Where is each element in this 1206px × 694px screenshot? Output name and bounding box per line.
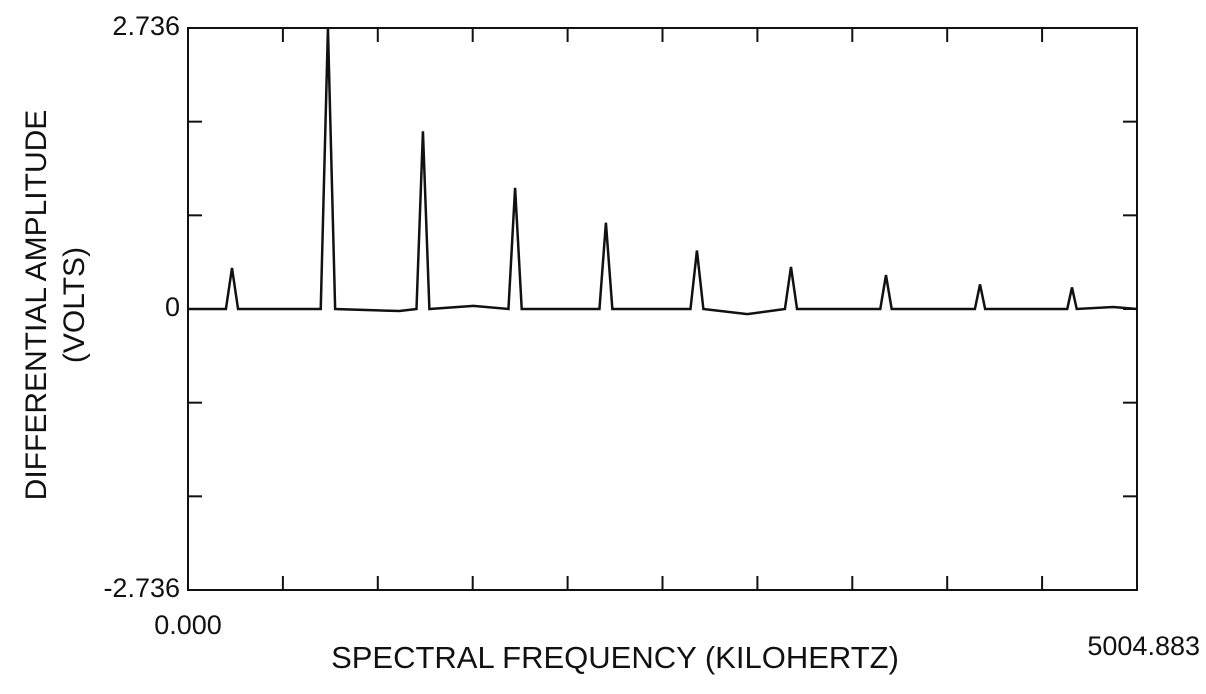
- y-tick-label: -2.736: [103, 573, 180, 603]
- y-axis-label: DIFFERENTIAL AMPLITUDE: [20, 110, 53, 501]
- x-axis-label: SPECTRAL FREQUENCY (KILOHERTZ): [331, 640, 899, 675]
- x-tick-label: 5004.883: [1087, 631, 1200, 661]
- y-axis-label: (VOLTS): [58, 247, 91, 363]
- y-tick-label: 0: [165, 292, 180, 322]
- data-line: [188, 27, 1138, 316]
- y-tick-label: 2.736: [112, 11, 180, 41]
- x-tick-label: 0.000: [154, 610, 222, 640]
